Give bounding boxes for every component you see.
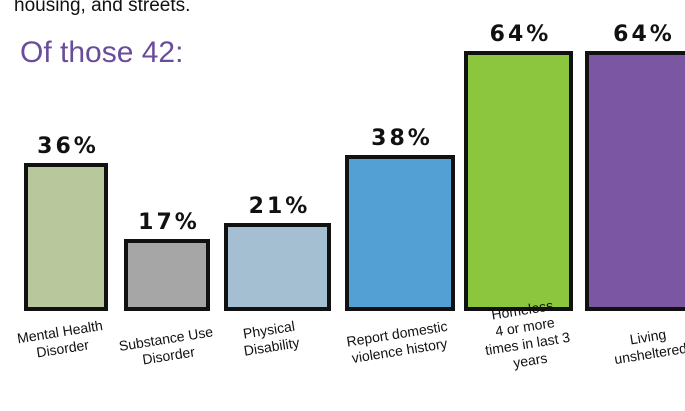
bar-5 xyxy=(464,51,573,311)
bar-3 xyxy=(224,223,331,311)
category-label-line: years xyxy=(512,350,548,371)
bar-value-label-3: 21% xyxy=(249,194,311,219)
bar-value-label-6: 64% xyxy=(613,22,675,47)
intro-text: housing, and streets. xyxy=(14,0,191,16)
chart-heading: Of those 42: xyxy=(20,36,184,69)
bar-value-label-2: 17% xyxy=(138,210,200,235)
bar-1 xyxy=(24,163,108,311)
bar-value-label-4: 38% xyxy=(371,126,433,151)
bar-value-label-1: 36% xyxy=(37,134,99,159)
bar-2 xyxy=(124,239,210,311)
bar-4 xyxy=(345,155,455,311)
bar-6 xyxy=(585,51,685,311)
category-label-line: Living xyxy=(629,326,668,348)
bar-value-label-5: 64% xyxy=(490,22,552,47)
